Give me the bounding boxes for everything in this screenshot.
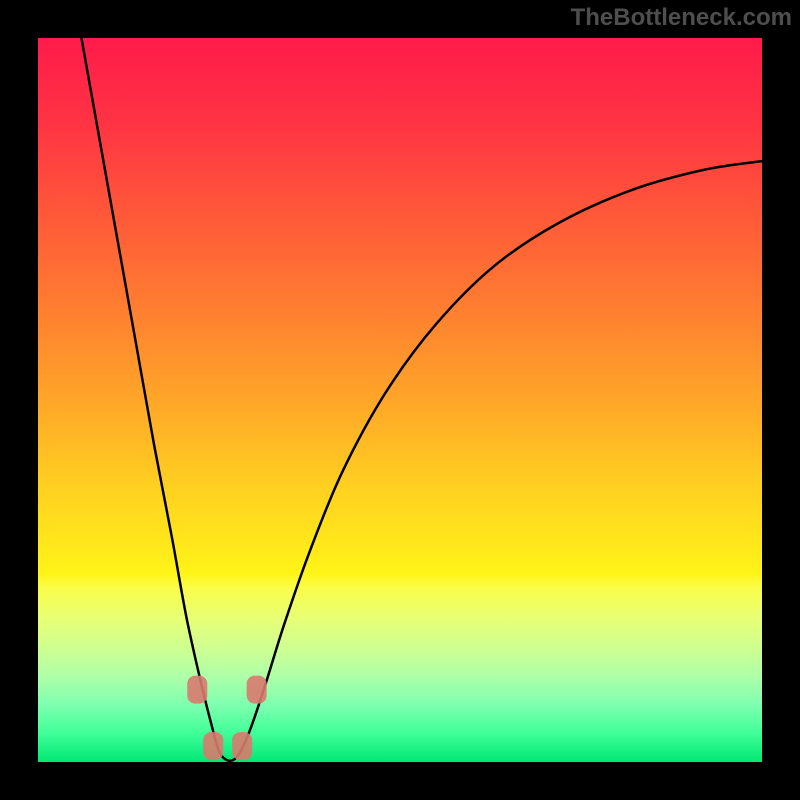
curve-marker-3 bbox=[247, 676, 267, 704]
bottleneck-chart-svg bbox=[0, 0, 800, 800]
watermark-label: TheBottleneck.com bbox=[571, 4, 792, 32]
curve-marker-2 bbox=[232, 732, 252, 760]
chart-canvas: TheBottleneck.com bbox=[0, 0, 800, 800]
curve-marker-0 bbox=[187, 676, 207, 704]
curve-marker-1 bbox=[203, 732, 223, 760]
